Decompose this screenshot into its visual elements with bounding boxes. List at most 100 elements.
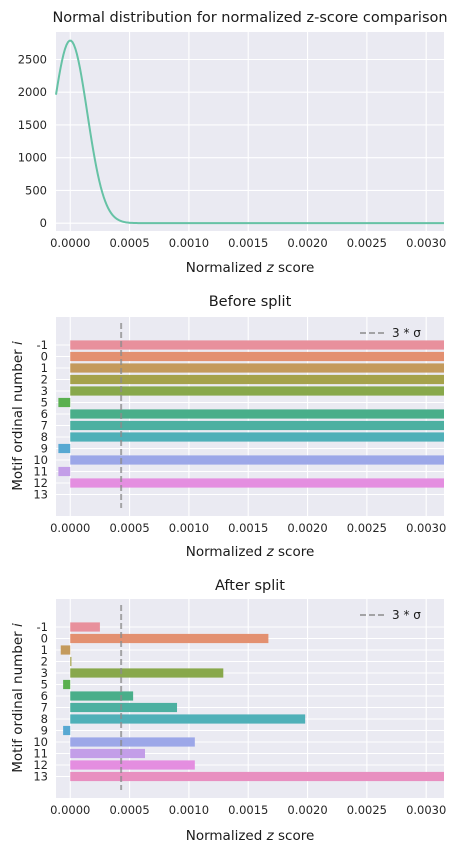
ticks: 0.0000 0.0005 0.0010 0.0015 0.0020 0.0025 0.00…: [33, 338, 446, 535]
x-axis-label: Normalized z score: [186, 544, 315, 560]
y-tick-label: 8: [41, 430, 48, 444]
panel-after-split: After split 0.0000 0.0005 0.0010 0.0015 0.00…: [10, 578, 446, 844]
bar: [70, 737, 195, 747]
y-tick-label: 2500: [18, 52, 47, 66]
y-tick-label: 5: [41, 396, 48, 410]
x-tick-label: 0.0025: [347, 803, 387, 817]
y-tick-label: 0: [41, 632, 48, 646]
panel-before-split: Before split 0.0000 0.0005 0.0010 0.0015 0.0…: [10, 294, 446, 560]
y-tick-label: 12: [33, 758, 48, 772]
y-tick-label: 12: [33, 476, 48, 490]
legend-label: 3 * σ: [392, 326, 421, 340]
bar: [60, 645, 71, 655]
bar: [63, 679, 71, 690]
x-tick-label: 0.0005: [109, 521, 149, 535]
y-tick-label: 13: [33, 488, 48, 502]
x-tick-label: 0.0005: [109, 803, 149, 817]
y-tick-label: 500: [25, 183, 47, 197]
y-tick-label: 1500: [18, 118, 47, 132]
bar: [70, 668, 224, 678]
panel-normal-distribution: Normal distribution for normalized z-sco…: [18, 10, 448, 276]
y-tick-label: 9: [41, 724, 48, 738]
bar: [63, 725, 71, 736]
bar: [70, 340, 445, 350]
x-tick-label: 0.0025: [347, 521, 387, 535]
x-tick-label: 0.0000: [50, 236, 90, 250]
chart-title: Normal distribution for normalized z-sco…: [52, 10, 447, 26]
x-tick-label: 0.0000: [50, 521, 90, 535]
bar: [70, 409, 445, 419]
y-tick-label: 2: [41, 655, 48, 669]
y-tick-label: 8: [41, 712, 48, 726]
ticks: 0.0000 0.0005 0.0010 0.0015 0.0020 0.0025 0.00…: [33, 620, 446, 817]
bar: [70, 455, 445, 465]
y-tick-label: 9: [41, 442, 48, 456]
series-line: [55, 39, 444, 225]
bar: [70, 691, 134, 701]
y-tick-label: 7: [41, 419, 48, 433]
bar: [70, 478, 445, 488]
y-tick-label: 6: [41, 407, 48, 421]
plot-area: [56, 32, 444, 231]
x-tick-label: 0.0010: [169, 803, 209, 817]
bar: [70, 351, 445, 362]
y-tick-label: 1000: [18, 151, 47, 165]
x-tick-label: 0.0030: [406, 803, 446, 817]
marks: [60, 605, 445, 790]
x-axis-label: Normalized z score: [186, 260, 315, 276]
x-tick-label: 0.0020: [287, 803, 327, 817]
bar: [70, 760, 195, 770]
legend: 3 * σ: [360, 326, 421, 340]
bar: [70, 633, 269, 644]
x-tick-label: 0.0025: [347, 236, 387, 250]
y-tick-label: 10: [33, 453, 48, 467]
y-tick-label: 1: [41, 361, 48, 375]
y-tick-label: 10: [33, 735, 48, 749]
bar: [70, 386, 445, 396]
x-tick-label: 0.0015: [228, 521, 268, 535]
marks: [58, 323, 445, 508]
y-axis-label: Motif ordinal number i: [10, 623, 26, 773]
bar: [70, 714, 306, 724]
y-tick-label: 0: [41, 350, 48, 364]
bar: [70, 432, 445, 442]
x-tick-label: 0.0015: [228, 803, 268, 817]
x-axis-label: Normalized z score: [186, 828, 315, 844]
y-tick-label: -1: [37, 338, 48, 352]
bar: [70, 771, 445, 782]
bar: [70, 374, 445, 385]
x-tick-label: 0.0020: [287, 236, 327, 250]
marks: [55, 39, 444, 225]
bar: [70, 363, 445, 373]
x-tick-label: 0.0010: [169, 521, 209, 535]
y-tick-label: 3: [41, 384, 48, 398]
y-tick-label: 7: [41, 701, 48, 715]
grid: [56, 32, 444, 231]
y-tick-label: 2000: [18, 85, 47, 99]
y-tick-label: 6: [41, 689, 48, 703]
bar: [70, 656, 72, 667]
bar: [70, 702, 178, 713]
x-tick-label: 0.0005: [109, 236, 149, 250]
bar: [70, 622, 100, 632]
y-tick-label: 0: [40, 216, 47, 230]
y-tick-label: 1: [41, 643, 48, 657]
chart-title: After split: [215, 578, 285, 594]
bar: [70, 748, 145, 759]
y-axis-label: Motif ordinal number i: [10, 341, 26, 491]
y-tick-label: 5: [41, 678, 48, 692]
legend-label: 3 * σ: [392, 608, 421, 622]
y-tick-label: 11: [33, 747, 48, 761]
x-tick-label: 0.0000: [50, 803, 90, 817]
legend: 3 * σ: [360, 608, 421, 622]
x-tick-label: 0.0020: [287, 521, 327, 535]
x-tick-label: 0.0030: [406, 521, 446, 535]
chart-title: Before split: [209, 294, 292, 310]
x-tick-label: 0.0015: [228, 236, 268, 250]
bar: [70, 420, 445, 431]
y-tick-label: -1: [37, 620, 48, 634]
x-tick-label: 0.0030: [406, 236, 446, 250]
bar: [58, 466, 71, 477]
y-tick-label: 3: [41, 666, 48, 680]
